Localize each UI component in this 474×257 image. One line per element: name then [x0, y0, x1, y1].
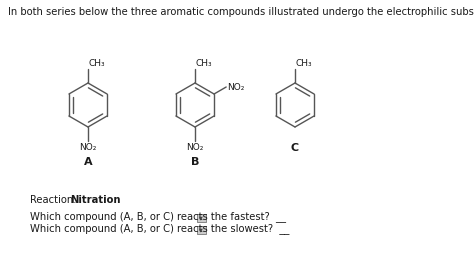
Text: Nitration: Nitration — [70, 195, 120, 205]
Text: NO₂: NO₂ — [227, 82, 245, 91]
Text: B: B — [191, 157, 199, 167]
Text: ▼: ▼ — [199, 216, 202, 221]
Text: Reaction:: Reaction: — [30, 195, 80, 205]
Text: CH₃: CH₃ — [89, 59, 106, 68]
Text: In both series below the three aromatic compounds illustrated undergo the electr: In both series below the three aromatic … — [8, 7, 474, 17]
Text: CH₃: CH₃ — [296, 59, 313, 68]
Text: Which compound (A, B, or C) reacts the fastest?  __: Which compound (A, B, or C) reacts the f… — [30, 211, 286, 222]
Text: C: C — [291, 143, 299, 153]
FancyBboxPatch shape — [197, 214, 206, 222]
Text: CH₃: CH₃ — [196, 59, 213, 68]
Text: A: A — [84, 157, 92, 167]
Text: Which compound (A, B, or C) reacts the slowest?  __: Which compound (A, B, or C) reacts the s… — [30, 223, 289, 234]
Text: NO₂: NO₂ — [186, 143, 204, 152]
Text: ▼: ▼ — [199, 227, 202, 233]
Text: NO₂: NO₂ — [79, 143, 97, 152]
FancyBboxPatch shape — [197, 226, 206, 234]
